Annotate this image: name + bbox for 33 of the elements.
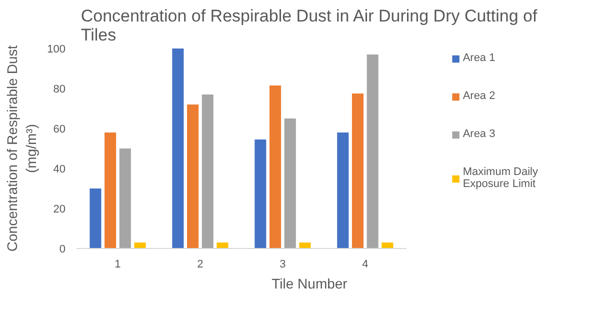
- bar: [90, 188, 102, 248]
- bar: [254, 140, 266, 248]
- bar: [366, 54, 378, 248]
- bar: [352, 94, 364, 248]
- y-axis-title: Concentration of Respirable Dust (mg/m³): [4, 45, 40, 252]
- y-tick-label: 0: [59, 244, 66, 256]
- y-tick-label: 20: [53, 204, 66, 216]
- bar: [284, 118, 296, 248]
- bar: [382, 242, 394, 248]
- bar: [104, 132, 116, 248]
- bar: [187, 104, 199, 248]
- y-tick-label: 60: [53, 124, 66, 136]
- y-tick-label: 40: [53, 164, 66, 176]
- y-tick-label: 100: [47, 44, 66, 56]
- x-tick-label: 1: [114, 258, 121, 270]
- bar: [270, 86, 282, 248]
- legend-label: Maximum Daily Exposure Limit: [462, 166, 538, 190]
- bar: [202, 94, 214, 248]
- x-axis-title: Tile Number: [272, 276, 348, 292]
- bar: [216, 242, 228, 248]
- x-tick-label: 4: [362, 258, 368, 270]
- x-tick-label: 3: [280, 258, 286, 270]
- legend-label: Area 1: [462, 52, 496, 64]
- x-tick-label: 2: [197, 258, 204, 270]
- bar: [134, 242, 146, 248]
- bar: [119, 148, 131, 248]
- bar: [172, 48, 184, 248]
- y-tick-label: 80: [53, 84, 66, 96]
- bar: [337, 132, 349, 248]
- legend-label: Area 3: [462, 128, 496, 140]
- chart-title: Concentration of Respirable Dust in Air During Dry Cutting of Tiles: [80, 6, 538, 44]
- bar: [299, 242, 311, 248]
- legend-label: Area 2: [462, 90, 496, 102]
